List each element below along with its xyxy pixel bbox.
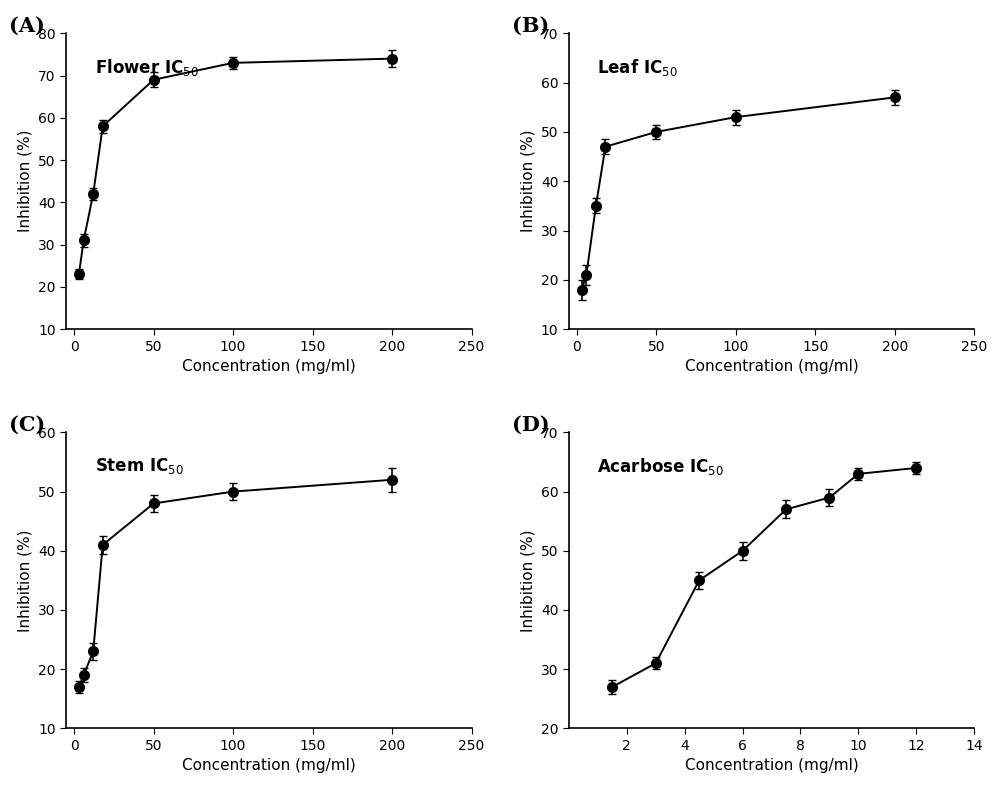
Text: Stem IC$_{50}$: Stem IC$_{50}$ [94,456,184,476]
Text: (C): (C) [9,415,46,434]
Y-axis label: Inhibition (%): Inhibition (%) [18,529,32,632]
X-axis label: Concentration (mg/ml): Concentration (mg/ml) [182,359,355,374]
Y-axis label: Inhibition (%): Inhibition (%) [18,130,32,232]
X-axis label: Concentration (mg/ml): Concentration (mg/ml) [684,359,858,374]
Text: Flower IC$_{50}$: Flower IC$_{50}$ [94,57,198,78]
Text: (B): (B) [512,16,549,36]
X-axis label: Concentration (mg/ml): Concentration (mg/ml) [684,758,858,773]
Text: Leaf IC$_{50}$: Leaf IC$_{50}$ [597,57,677,78]
Text: (A): (A) [9,16,45,36]
Y-axis label: Inhibition (%): Inhibition (%) [520,529,535,632]
Text: (D): (D) [512,415,550,434]
Text: Acarbose IC$_{50}$: Acarbose IC$_{50}$ [597,456,723,477]
Y-axis label: Inhibition (%): Inhibition (%) [520,130,535,232]
X-axis label: Concentration (mg/ml): Concentration (mg/ml) [182,758,355,773]
